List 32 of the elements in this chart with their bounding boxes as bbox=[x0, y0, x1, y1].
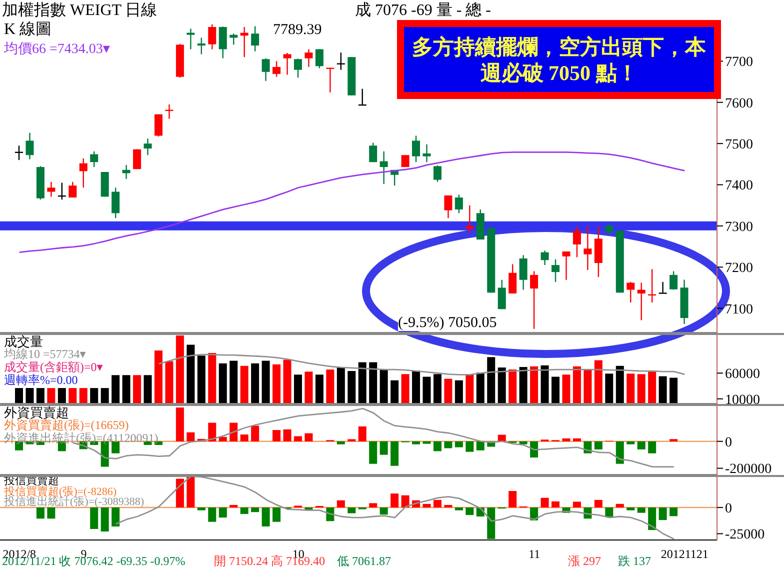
y-axis-title: K 線圖 bbox=[4, 20, 53, 40]
y-tick-label: 7400 bbox=[725, 178, 753, 194]
series-label: 外資買賣超(張)=(16659) bbox=[4, 418, 130, 432]
series-label: 投信進出統計(張)=(-3089388) bbox=[4, 496, 144, 508]
y-axis-title: 外資買賣超 bbox=[4, 405, 69, 420]
y-tick-label: 7200 bbox=[725, 261, 753, 276]
x-tick-label: 20121121 bbox=[660, 547, 708, 561]
y-tick-label: 7100 bbox=[725, 302, 753, 318]
text: 均線10 =57734▾ bbox=[4, 347, 87, 361]
y-tick-label: 0 bbox=[725, 435, 732, 450]
text: 跌 137 bbox=[618, 554, 651, 568]
chart-subtitle: 成 7076 -69 量 - 總 - bbox=[355, 0, 491, 21]
series-label: 投信買賣超(張)=(-8286) bbox=[4, 486, 118, 498]
y-tick-label: -25000 bbox=[725, 528, 765, 543]
y-tick-label: 7300 bbox=[725, 220, 753, 235]
y-tick-label: 7700 bbox=[725, 55, 753, 70]
annotation: 7789.39 bbox=[273, 22, 322, 38]
y-tick-label: 7500 bbox=[725, 138, 753, 153]
chart-title: 加權指數 WEIGT 日線 bbox=[2, 0, 158, 21]
y-tick-label: -200000 bbox=[725, 462, 772, 478]
text: 均價66 =7434.03▾ bbox=[4, 40, 110, 59]
x-tick-label: 11 bbox=[528, 547, 540, 561]
y-tick-label: 10000 bbox=[725, 392, 760, 408]
annotation: 成交量(含鉅額)=0▾ bbox=[4, 360, 103, 374]
y-tick-label: 7600 bbox=[725, 96, 753, 112]
y-tick-label: 0 bbox=[725, 501, 732, 516]
text: 低 7061.87 bbox=[337, 554, 391, 568]
y-tick-label: 60000 bbox=[725, 367, 760, 382]
y-axis-title: 成交量 bbox=[4, 334, 44, 349]
annotation: (-9.5%) 7050.05 bbox=[398, 314, 497, 331]
annotation: 週轉率%=0.00 bbox=[4, 373, 78, 387]
text: 漲 297 bbox=[568, 554, 601, 568]
